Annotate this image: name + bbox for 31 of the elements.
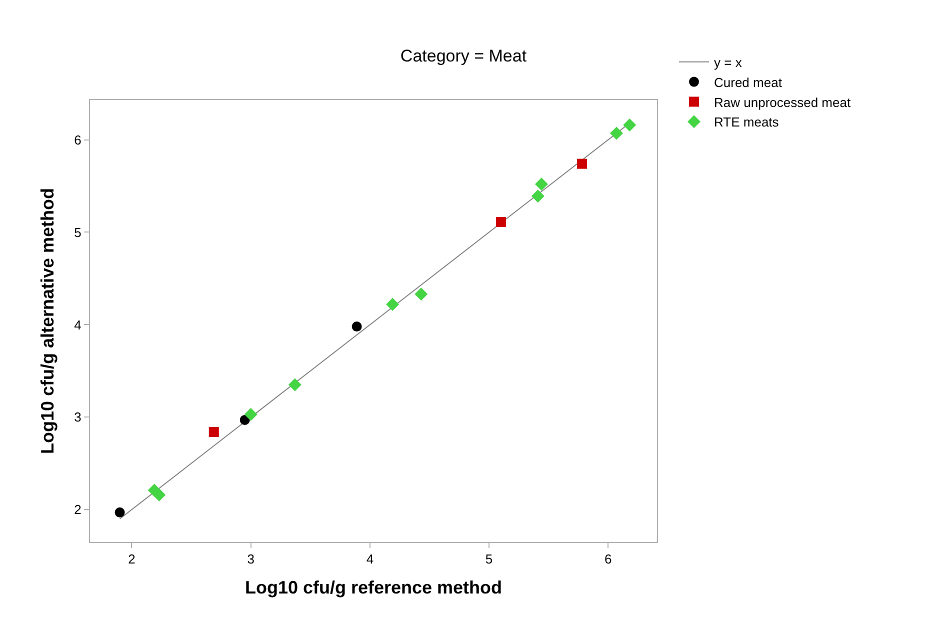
y-tick-label: 3	[74, 410, 82, 425]
x-tick-label: 3	[247, 552, 254, 567]
y-tick-label: 2	[74, 502, 82, 518]
point	[244, 408, 258, 421]
point	[414, 288, 428, 301]
point	[531, 190, 544, 203]
x-tick-label: 6	[604, 552, 612, 567]
y-tick-label: 6	[74, 132, 82, 148]
point	[576, 158, 587, 169]
point	[496, 217, 506, 228]
x-tick-label: 5	[485, 552, 493, 567]
point	[352, 322, 362, 332]
y-axis-title: Log10 cfu/g alternative method	[37, 188, 58, 454]
chart-title: Category = Meat	[400, 46, 527, 66]
y-tick-label: 4	[74, 317, 82, 332]
point	[623, 118, 636, 132]
legend-label: RTE meats	[714, 114, 780, 130]
x-tick-label: 4	[366, 552, 374, 567]
y-tick-label: 5	[74, 224, 82, 240]
point	[288, 378, 302, 392]
point	[386, 298, 400, 311]
x-axis-title: Log10 cfu/g reference method	[244, 578, 502, 598]
point	[610, 126, 623, 140]
point	[152, 488, 166, 502]
point	[208, 426, 219, 437]
point	[114, 507, 125, 518]
legend-label: y = x	[714, 54, 742, 70]
point	[534, 178, 548, 191]
legend-label: Raw unprocessed meat	[714, 94, 851, 110]
legend-label: Cured meat	[714, 74, 782, 90]
x-tick-label: 2	[128, 552, 136, 567]
